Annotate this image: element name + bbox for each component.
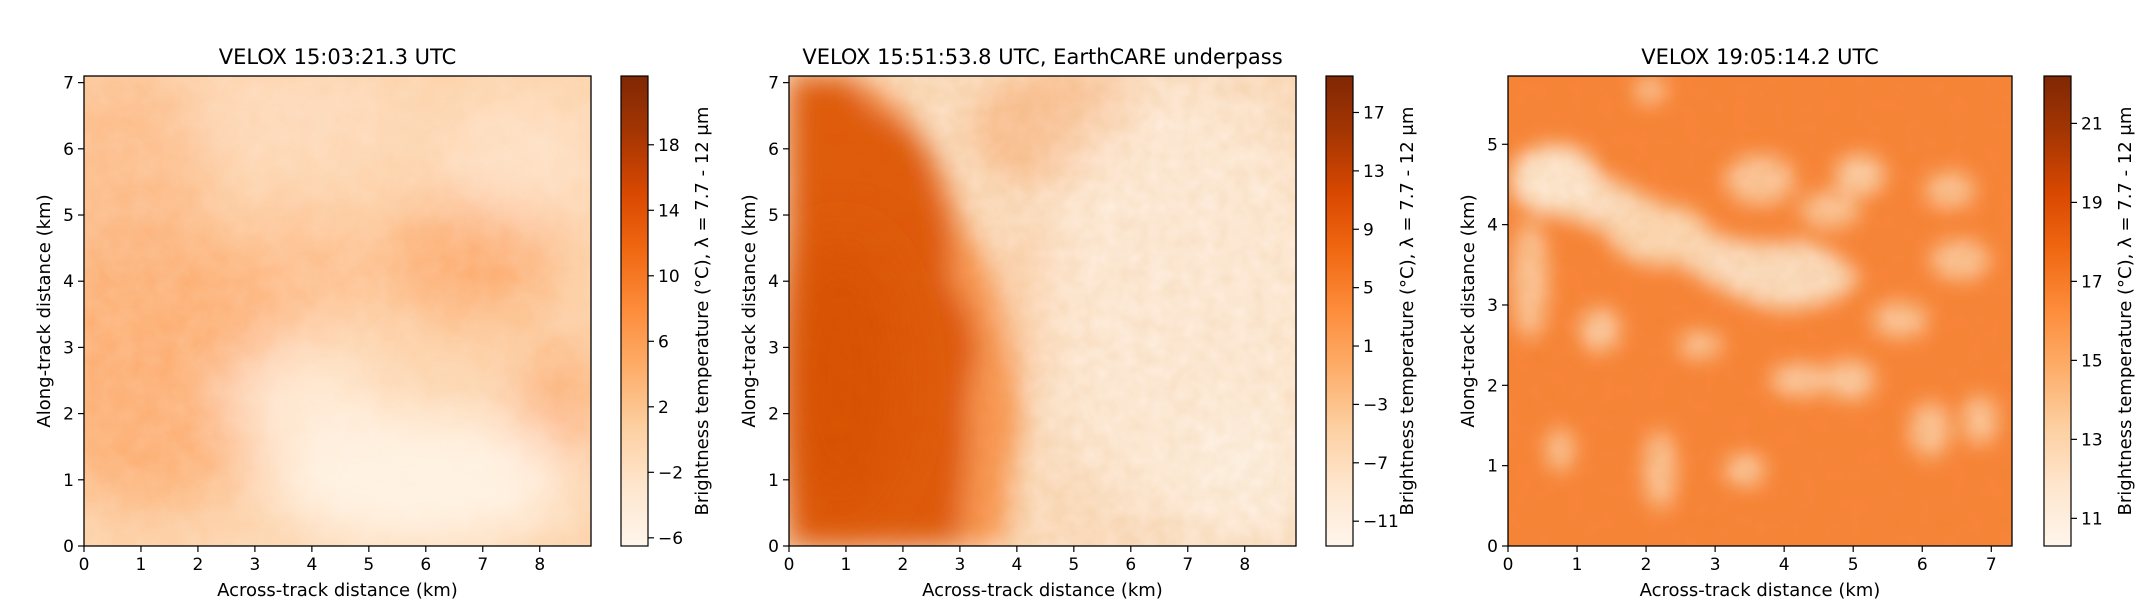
y-tick-label-1-7: 7 [768, 74, 779, 94]
y-tick-label-2-3: 3 [1487, 296, 1498, 316]
x-axis-label-1: Across-track distance (km) [922, 580, 1163, 601]
x-tick-label-2-4: 4 [1779, 555, 1790, 575]
plot-frame-0 [83, 75, 592, 547]
x-tick-label-1-7: 7 [1182, 555, 1193, 575]
colorbar-label-1: Brightness temperature (°C), λ = 7.7 - 1… [1397, 107, 1418, 516]
x-tick-label-2-7: 7 [1986, 555, 1997, 575]
colorbar-label-2: Brightness temperature (°C), λ = 7.7 - 1… [2115, 107, 2136, 516]
x-tick-label-0-0: 0 [79, 555, 90, 575]
x-tick-label-0-2: 2 [193, 555, 204, 575]
y-tick-label-1-6: 6 [768, 140, 779, 160]
colorbar-tick-label-2-21: 21 [2081, 114, 2103, 134]
colorbar-tick-label-1-1: 1 [1363, 337, 1374, 357]
x-tick-label-0-3: 3 [249, 555, 260, 575]
x-tick-label-2-6: 6 [1917, 555, 1928, 575]
y-tick-label-1-0: 0 [768, 537, 779, 557]
plot-frame-2 [1507, 75, 2013, 547]
x-tick-label-0-1: 1 [136, 555, 147, 575]
x-tick-label-2-5: 5 [1848, 555, 1859, 575]
y-tick-label-0-3: 3 [63, 338, 74, 358]
chart-title-2: VELOX 19:05:14.2 UTC [1641, 45, 1879, 69]
colorbar-tick-label-2-13: 13 [2081, 430, 2103, 450]
x-tick-label-2-0: 0 [1503, 555, 1514, 575]
x-tick-label-0-6: 6 [420, 555, 431, 575]
x-tick-label-2-2: 2 [1641, 555, 1652, 575]
plot-frame-1 [788, 75, 1297, 547]
y-tick-label-1-5: 5 [768, 206, 779, 226]
chart-title-1: VELOX 15:51:53.8 UTC, EarthCARE underpas… [802, 45, 1282, 69]
x-tick-label-1-6: 6 [1125, 555, 1136, 575]
colorbar-tick-label-0-18: 18 [658, 136, 680, 156]
colorbar-tick-label-2-15: 15 [2081, 351, 2103, 371]
colorbar-tick-label-0--2: −2 [658, 463, 683, 483]
heatmap-field-0 [84, 76, 591, 546]
chart-title-0: VELOX 15:03:21.3 UTC [219, 45, 457, 69]
x-tick-label-2-3: 3 [1710, 555, 1721, 575]
x-tick-label-0-8: 8 [534, 555, 545, 575]
y-tick-label-2-2: 2 [1487, 376, 1498, 396]
colorbar-0 [620, 75, 649, 547]
y-tick-label-0-2: 2 [63, 405, 74, 425]
y-tick-label-1-1: 1 [768, 471, 779, 491]
x-tick-label-1-5: 5 [1068, 555, 1079, 575]
y-tick-label-2-1: 1 [1487, 457, 1498, 477]
heatmap-field-1 [789, 76, 1296, 546]
colorbar-tick-label-1-9: 9 [1363, 220, 1374, 240]
x-tick-label-0-7: 7 [477, 555, 488, 575]
y-tick-label-0-0: 0 [63, 537, 74, 557]
colorbar-tick-label-0--6: −6 [658, 529, 683, 549]
colorbar-tick-label-1--3: −3 [1363, 395, 1388, 415]
x-tick-label-1-4: 4 [1011, 555, 1022, 575]
colorbar-tick-label-1-17: 17 [1363, 103, 1385, 123]
y-axis-label-1: Along-track distance (km) [739, 194, 760, 427]
x-tick-label-0-4: 4 [306, 555, 317, 575]
y-tick-label-0-1: 1 [63, 471, 74, 491]
x-tick-label-0-5: 5 [363, 555, 374, 575]
colorbar-tick-label-0-14: 14 [658, 201, 680, 221]
y-axis-label-0: Along-track distance (km) [34, 194, 55, 427]
colorbar-label-0: Brightness temperature (°C), λ = 7.7 - 1… [692, 107, 713, 516]
y-tick-label-0-7: 7 [63, 74, 74, 94]
colorbar-tick-label-0-2: 2 [658, 398, 669, 418]
y-tick-label-0-5: 5 [63, 206, 74, 226]
colorbar-1 [1325, 75, 1354, 547]
x-tick-label-1-0: 0 [784, 555, 795, 575]
heatmap-field-2 [1508, 76, 2012, 546]
colorbar-tick-label-1--11: −11 [1363, 512, 1399, 532]
y-tick-label-1-4: 4 [768, 272, 779, 292]
colorbar-tick-label-2-17: 17 [2081, 272, 2103, 292]
y-tick-label-0-4: 4 [63, 272, 74, 292]
colorbar-tick-label-1--7: −7 [1363, 454, 1388, 474]
x-axis-label-2: Across-track distance (km) [1640, 580, 1881, 601]
y-tick-label-2-4: 4 [1487, 216, 1498, 236]
x-tick-label-2-1: 1 [1572, 555, 1583, 575]
colorbar-tick-label-0-6: 6 [658, 332, 669, 352]
y-tick-label-2-0: 0 [1487, 537, 1498, 557]
colorbar-2 [2043, 75, 2072, 547]
y-tick-label-1-3: 3 [768, 338, 779, 358]
colorbar-tick-label-1-5: 5 [1363, 279, 1374, 299]
colorbar-tick-label-2-11: 11 [2081, 509, 2103, 529]
y-tick-label-0-6: 6 [63, 140, 74, 160]
colorbar-tick-label-0-10: 10 [658, 267, 680, 287]
x-tick-label-1-3: 3 [954, 555, 965, 575]
colorbar-tick-label-2-19: 19 [2081, 193, 2103, 213]
colorbar-tick-label-1-13: 13 [1363, 162, 1385, 182]
x-axis-label-0: Across-track distance (km) [217, 580, 458, 601]
x-tick-label-1-8: 8 [1239, 555, 1250, 575]
x-tick-label-1-1: 1 [841, 555, 852, 575]
y-tick-label-1-2: 2 [768, 405, 779, 425]
y-axis-label-2: Along-track distance (km) [1458, 194, 1479, 427]
y-tick-label-2-5: 5 [1487, 135, 1498, 155]
x-tick-label-1-2: 2 [898, 555, 909, 575]
